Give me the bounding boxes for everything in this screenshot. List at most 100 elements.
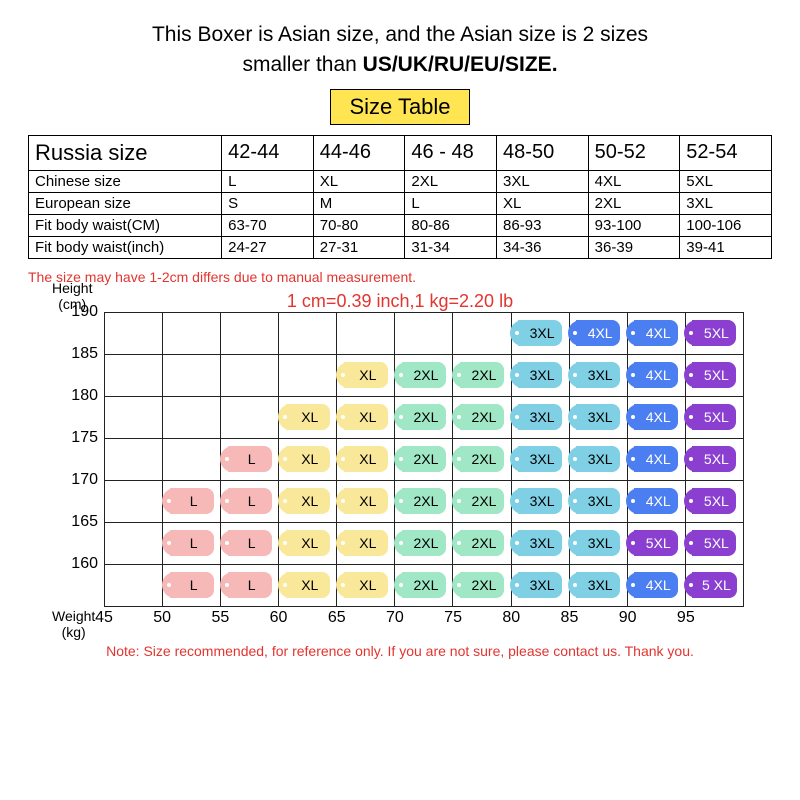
recommendation-note: Note: Size recommended, for reference on… [28, 643, 772, 659]
size-tag: 2XL [402, 446, 446, 472]
size-tag: 2XL [460, 572, 504, 598]
table-header-cell: 44-46 [313, 135, 405, 170]
table-row-label: Fit body waist(CM) [29, 214, 222, 236]
table-cell: 100-106 [680, 214, 772, 236]
table-cell: M [313, 192, 405, 214]
size-table: Russia size42-4444-4646 - 4848-5050-5252… [28, 135, 772, 259]
chart-cell [105, 480, 163, 522]
table-header-cell: 52-54 [680, 135, 772, 170]
size-tag: L [170, 530, 214, 556]
size-tag: 4XL [634, 446, 678, 472]
y-tick: 160 [58, 555, 98, 573]
chart-cell: 2XL [395, 480, 453, 522]
table-cell: 36-39 [588, 236, 680, 258]
x-axis-label: Weight (kg) [52, 608, 95, 640]
intro-text: This Boxer is Asian size, and the Asian … [58, 20, 742, 81]
x-tick: 65 [328, 609, 346, 627]
chart-cell: 3XL [511, 312, 569, 354]
chart-cell: XL [279, 564, 337, 606]
chart-cell: 5XL [685, 480, 743, 522]
table-cell: XL [313, 170, 405, 192]
chart-cell: 5XL [685, 354, 743, 396]
chart-cell: 3XL [511, 354, 569, 396]
y-tick: 165 [58, 513, 98, 531]
size-tag: 2XL [460, 362, 504, 388]
chart-cell: 5XL [685, 522, 743, 564]
size-tag: 5XL [634, 530, 678, 556]
size-tag: L [228, 488, 272, 514]
table-cell: 31-34 [405, 236, 497, 258]
chart-cell: 3XL [569, 480, 627, 522]
table-header-cell: 42-44 [222, 135, 314, 170]
chart-grid: 3XL4XL4XL5XLXL2XL2XL3XL3XL4XL5XLXLXL2XL2… [104, 312, 744, 607]
chart-cell: XL [337, 396, 395, 438]
size-tag: 5XL [692, 404, 736, 430]
chart-cell [163, 354, 221, 396]
chart-cell: 5 XL [685, 564, 743, 606]
table-row-label: Fit body waist(inch) [29, 236, 222, 258]
chart-cell: 2XL [395, 354, 453, 396]
chart-cell: 3XL [569, 522, 627, 564]
chart-cell: L [163, 564, 221, 606]
chart-cell [105, 396, 163, 438]
size-tag: 2XL [460, 404, 504, 430]
chart-cell: XL [279, 522, 337, 564]
size-tag: 5XL [692, 530, 736, 556]
size-tag: 4XL [576, 320, 620, 346]
size-tag: L [170, 572, 214, 598]
size-tag: 3XL [518, 404, 562, 430]
y-tick: 170 [58, 471, 98, 489]
x-tick: 50 [153, 609, 171, 627]
chart-cell: XL [337, 564, 395, 606]
chart-cell: 4XL [627, 312, 685, 354]
size-tag: L [170, 488, 214, 514]
chart-cell: L [163, 522, 221, 564]
chart-cell: XL [279, 438, 337, 480]
chart-cell [221, 312, 279, 354]
x-tick: 95 [677, 609, 695, 627]
chart-cell: 5XL [685, 438, 743, 480]
size-tag: XL [344, 404, 388, 430]
chart-cell: 3XL [511, 564, 569, 606]
size-tag: 2XL [402, 530, 446, 556]
chart-cell: 2XL [395, 438, 453, 480]
size-tag: 4XL [634, 404, 678, 430]
size-tag: L [228, 572, 272, 598]
size-tag: 3XL [576, 572, 620, 598]
size-tag: 3XL [518, 362, 562, 388]
table-header-label: Russia size [29, 135, 222, 170]
x-tick: 55 [211, 609, 229, 627]
chart-cell: 2XL [395, 396, 453, 438]
x-tick: 75 [444, 609, 462, 627]
size-tag: 2XL [402, 362, 446, 388]
table-header-cell: 48-50 [497, 135, 589, 170]
x-ticks: 4550556065707580859095 [104, 607, 744, 629]
chart-cell: XL [279, 396, 337, 438]
chart-cell [279, 312, 337, 354]
chart-cell: 2XL [453, 354, 511, 396]
chart-cell [221, 354, 279, 396]
table-cell: 3XL [680, 192, 772, 214]
size-tag: 5XL [692, 362, 736, 388]
chart-cell: L [221, 438, 279, 480]
size-tag: 2XL [460, 446, 504, 472]
y-tick: 180 [58, 387, 98, 405]
table-cell: 27-31 [313, 236, 405, 258]
size-tag: XL [286, 404, 330, 430]
size-tag: XL [344, 530, 388, 556]
x-tick: 45 [95, 609, 113, 627]
chart-cell: 3XL [511, 522, 569, 564]
chart-cell: L [221, 564, 279, 606]
table-cell: 70-80 [313, 214, 405, 236]
table-cell: 80-86 [405, 214, 497, 236]
chart-cell [105, 564, 163, 606]
chart-cell [221, 396, 279, 438]
table-cell: 2XL [588, 192, 680, 214]
chart-cell: 4XL [627, 480, 685, 522]
measurement-disclaimer: The size may have 1-2cm differs due to m… [28, 269, 772, 285]
table-row-label: European size [29, 192, 222, 214]
chart-cell: 3XL [511, 480, 569, 522]
table-cell: 2XL [405, 170, 497, 192]
chart-cell: XL [279, 480, 337, 522]
chart-cell: 2XL [453, 564, 511, 606]
